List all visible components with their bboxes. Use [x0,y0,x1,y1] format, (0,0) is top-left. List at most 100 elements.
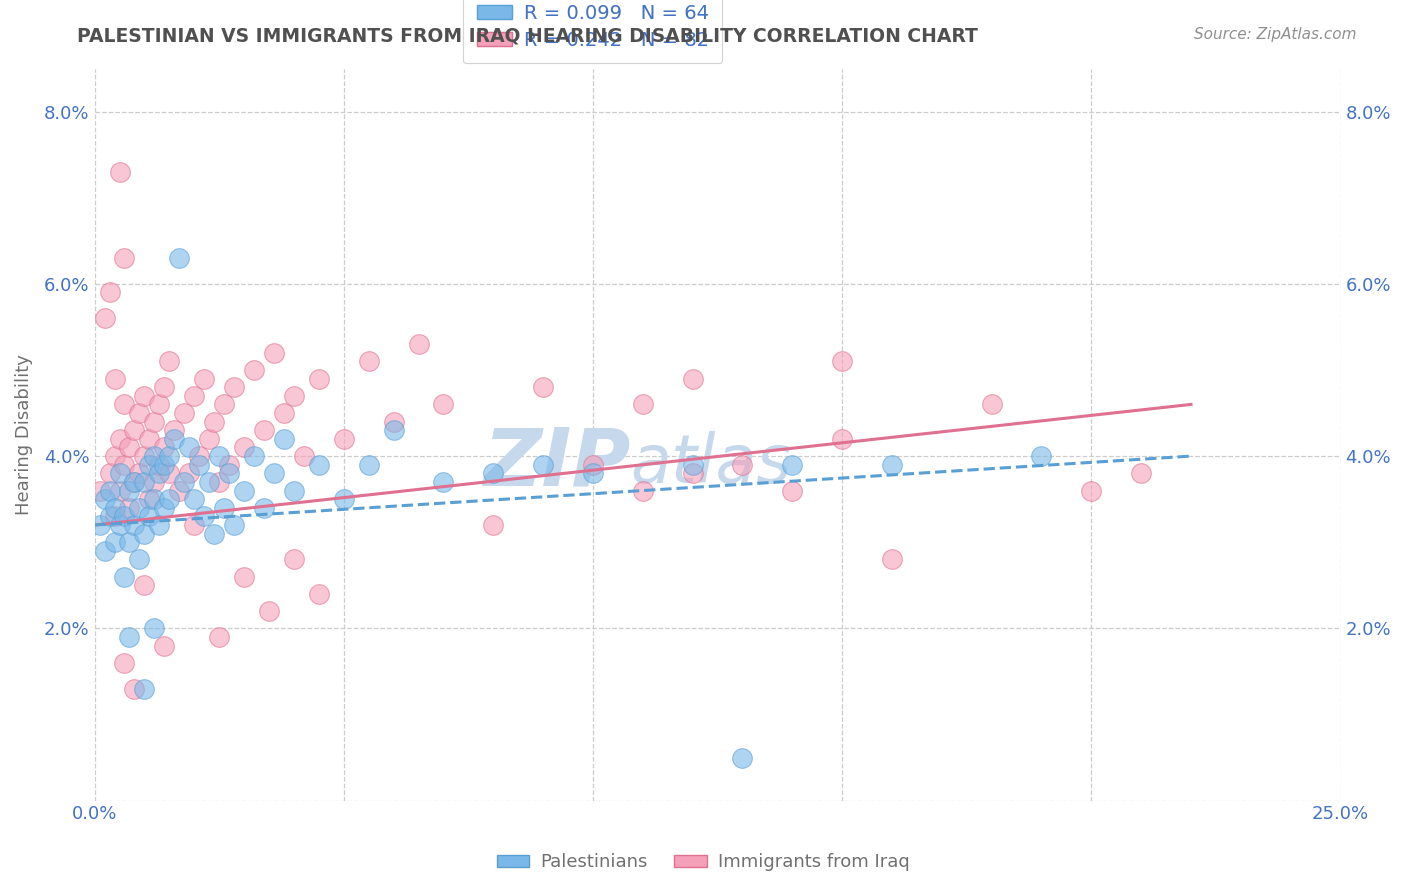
Point [148,518,170,533]
Point [198,475,221,489]
Point [153,458,176,472]
Point [153,500,176,515]
Point [283,389,305,403]
Point [482,467,505,481]
Point [134,578,156,592]
Point [157,449,180,463]
Point [148,397,170,411]
Point [157,492,180,507]
Point [253,423,276,437]
Point [108,432,131,446]
Point [124,681,146,696]
Point [731,750,754,764]
Point [253,500,276,515]
Point [188,458,211,472]
Point [103,509,125,524]
Point [292,449,315,463]
Point [531,458,554,472]
Point [143,475,166,489]
Point [224,518,246,533]
Point [183,389,205,403]
Point [108,483,131,498]
Point [1031,449,1053,463]
Point [233,441,256,455]
Point [134,681,156,696]
Point [308,458,330,472]
Point [157,354,180,368]
Y-axis label: Hearing Disability: Hearing Disability [15,354,32,515]
Point [198,432,221,446]
Point [273,406,295,420]
Text: ZIP: ZIP [484,425,630,503]
Point [124,423,146,437]
Point [98,509,121,524]
Point [114,397,136,411]
Point [128,500,150,515]
Point [382,415,405,429]
Legend: Palestinians, Immigrants from Iraq: Palestinians, Immigrants from Iraq [489,847,917,879]
Point [273,432,295,446]
Point [682,467,704,481]
Point [408,337,430,351]
Point [682,458,704,472]
Point [212,397,235,411]
Point [108,165,131,179]
Point [138,432,160,446]
Point [173,475,195,489]
Point [333,492,356,507]
Point [143,415,166,429]
Point [153,380,176,394]
Point [218,458,240,472]
Point [163,423,186,437]
Point [143,621,166,635]
Point [138,509,160,524]
Point [134,526,156,541]
Point [202,526,225,541]
Point [193,509,215,524]
Point [432,397,454,411]
Point [118,535,141,549]
Point [333,432,356,446]
Point [202,415,225,429]
Point [782,458,804,472]
Point [193,371,215,385]
Point [980,397,1002,411]
Point [582,458,605,472]
Point [124,475,146,489]
Point [134,475,156,489]
Point [118,500,141,515]
Point [308,587,330,601]
Point [124,475,146,489]
Point [134,449,156,463]
Point [212,500,235,515]
Point [148,458,170,472]
Text: Source: ZipAtlas.com: Source: ZipAtlas.com [1194,27,1357,42]
Point [98,467,121,481]
Point [233,483,256,498]
Point [243,449,266,463]
Point [108,518,131,533]
Point [233,570,256,584]
Point [582,467,605,481]
Text: atlas: atlas [630,431,792,497]
Point [89,518,111,533]
Point [108,467,131,481]
Point [208,449,231,463]
Point [183,492,205,507]
Point [114,570,136,584]
Point [114,251,136,265]
Point [631,483,654,498]
Point [124,518,146,533]
Point [114,656,136,670]
Point [432,475,454,489]
Point [114,458,136,472]
Point [103,449,125,463]
Legend: R = 0.099   N = 64, R = 0.242   N = 82: R = 0.099 N = 64, R = 0.242 N = 82 [464,0,723,63]
Point [257,604,280,618]
Point [169,483,191,498]
Point [173,406,195,420]
Point [143,492,166,507]
Point [118,630,141,644]
Point [98,483,121,498]
Point [128,406,150,420]
